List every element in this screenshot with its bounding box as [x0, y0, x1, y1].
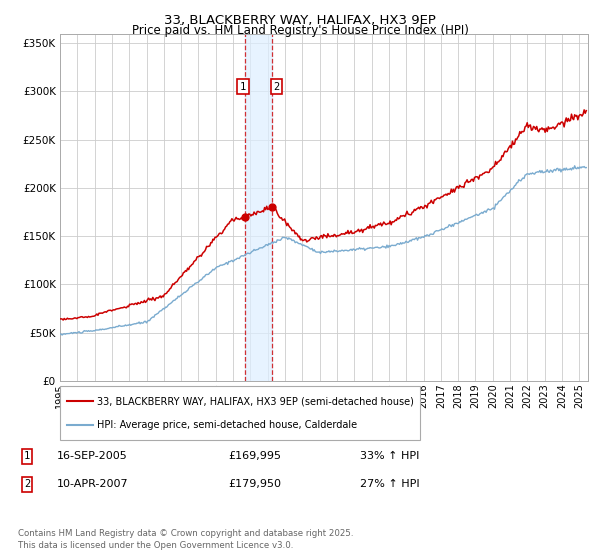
Text: £169,995: £169,995 — [228, 451, 281, 461]
Text: 2: 2 — [24, 479, 30, 489]
Text: 16-SEP-2005: 16-SEP-2005 — [57, 451, 128, 461]
Text: £179,950: £179,950 — [228, 479, 281, 489]
Text: 33, BLACKBERRY WAY, HALIFAX, HX3 9EP (semi-detached house): 33, BLACKBERRY WAY, HALIFAX, HX3 9EP (se… — [97, 396, 414, 407]
Bar — [245, 34, 272, 381]
Text: 27% ↑ HPI: 27% ↑ HPI — [360, 479, 419, 489]
Text: 1: 1 — [239, 82, 246, 92]
Text: 1: 1 — [24, 451, 30, 461]
Text: 33, BLACKBERRY WAY, HALIFAX, HX3 9EP: 33, BLACKBERRY WAY, HALIFAX, HX3 9EP — [164, 14, 436, 27]
Text: 10-APR-2007: 10-APR-2007 — [57, 479, 128, 489]
Text: 33% ↑ HPI: 33% ↑ HPI — [360, 451, 419, 461]
Text: 2: 2 — [274, 82, 280, 92]
Text: Price paid vs. HM Land Registry's House Price Index (HPI): Price paid vs. HM Land Registry's House … — [131, 24, 469, 37]
Text: HPI: Average price, semi-detached house, Calderdale: HPI: Average price, semi-detached house,… — [97, 419, 358, 430]
Text: Contains HM Land Registry data © Crown copyright and database right 2025.
This d: Contains HM Land Registry data © Crown c… — [18, 529, 353, 550]
